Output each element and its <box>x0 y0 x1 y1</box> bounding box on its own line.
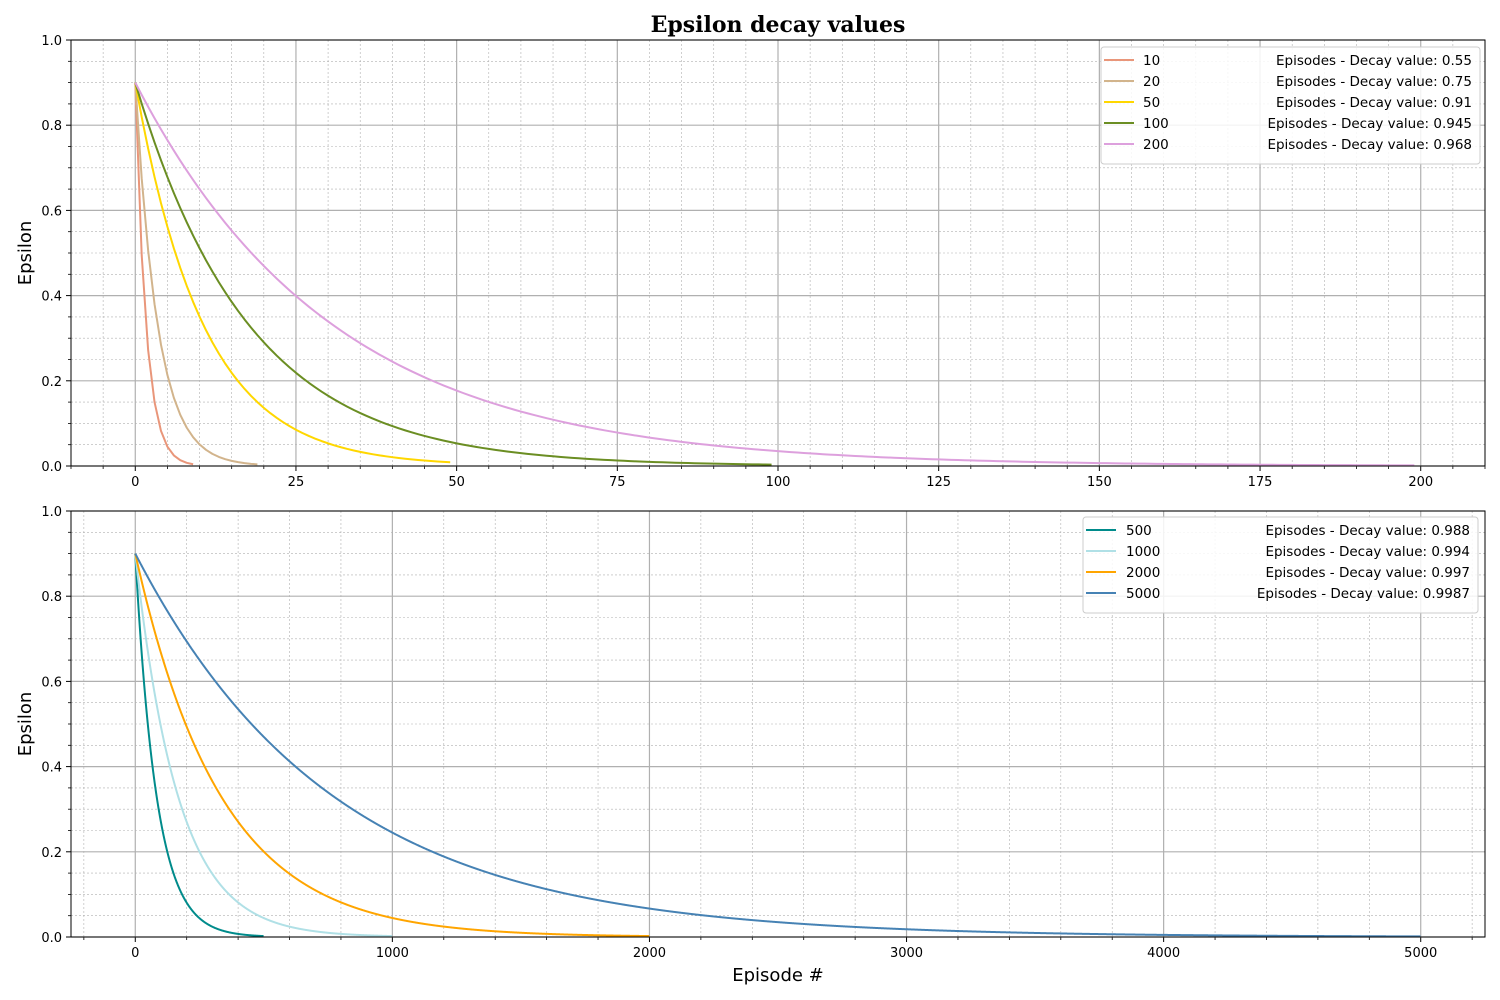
legend-entry-name: 20 <box>1143 74 1160 90</box>
x-tick-label: 75 <box>609 475 626 490</box>
bottom-chart: 0 1000 2000 3000 4000 5000 0.0 0.2 0.4 0.6 0.8 1.0 E… <box>15 505 1486 986</box>
x-axis-label: Episode # <box>732 965 824 986</box>
legend-entry-label: Episodes - Decay value: 0.91 <box>1276 95 1472 111</box>
y-tick-label: 0.8 <box>41 590 62 605</box>
series-line-500 <box>134 553 265 938</box>
legend-entry-name: 10 <box>1143 53 1160 69</box>
x-tick-label: 175 <box>1248 475 1273 490</box>
series-line-20 <box>134 82 258 466</box>
legend-entry-label: Episodes - Decay value: 0.968 <box>1267 137 1472 153</box>
legend-entry-name: 5000 <box>1126 586 1160 602</box>
x-tick-label: 2000 <box>633 946 666 961</box>
x-tick-label: 50 <box>448 475 465 490</box>
y-tick-label: 0.2 <box>41 375 62 390</box>
legend-entry-label: Episodes - Decay value: 0.997 <box>1265 565 1470 581</box>
y-tick-label: 0.4 <box>41 761 62 776</box>
series-line-50 <box>134 82 451 464</box>
y-axis-label: Epsilon <box>15 692 36 757</box>
x-tick-label: 4000 <box>1147 946 1180 961</box>
series-line-100 <box>134 82 772 466</box>
y-tick-label: 0.8 <box>41 119 62 134</box>
series-line-200 <box>134 82 1415 467</box>
y-tick-label: 1.0 <box>41 505 62 520</box>
x-tick-label: 100 <box>766 475 791 490</box>
legend-entry-label: Episodes - Decay value: 0.994 <box>1265 544 1470 560</box>
x-tick-label: 150 <box>1087 475 1112 490</box>
y-tick-label: 0.0 <box>41 931 62 946</box>
x-tick-label: 0 <box>131 946 139 961</box>
x-tick-label: 25 <box>288 475 305 490</box>
legend-entry-name: 100 <box>1143 116 1169 132</box>
y-axis-label: Epsilon <box>15 221 36 286</box>
x-tick-label: 3000 <box>890 946 923 961</box>
legend-entry-label: Episodes - Decay value: 0.75 <box>1276 74 1472 90</box>
series-line-10 <box>134 82 194 466</box>
legend-entry-name: 1000 <box>1126 544 1160 560</box>
y-tick-label: 0.4 <box>41 290 62 305</box>
legend-entry-label: Episodes - Decay value: 0.55 <box>1276 53 1472 69</box>
x-tick-label: 0 <box>131 475 139 490</box>
series-line-2000 <box>134 553 650 938</box>
axes-frame <box>70 510 1486 938</box>
top-chart: 0 25 50 75 100 125 150 175 200 0.0 0.2 0.4 0.6 0.8 1.0… <box>15 34 1486 490</box>
y-tick-label: 0.6 <box>41 675 62 690</box>
legend-entry-name: 500 <box>1126 523 1152 539</box>
axes-frame <box>70 39 1486 467</box>
legend: 500 Episodes - Decay value: 0.988 1000 Epis… <box>1082 516 1479 614</box>
legend-entry-name: 50 <box>1143 95 1160 111</box>
legend-entry-name: 2000 <box>1126 565 1160 581</box>
legend-entry-label: Episodes - Decay value: 0.9987 <box>1257 586 1470 602</box>
x-tick-label: 1000 <box>376 946 409 961</box>
figure-title: Epsilon decay values <box>651 12 906 38</box>
legend: 10 Episodes - Decay value: 0.55 20 Episodes… <box>1100 46 1481 165</box>
minor-grid <box>71 511 1485 937</box>
y-tick-label: 0.0 <box>41 460 62 475</box>
y-tick-label: 0.2 <box>41 846 62 861</box>
x-tick-label: 125 <box>926 475 951 490</box>
legend-box <box>1082 516 1479 614</box>
legend-box <box>1100 46 1481 165</box>
series-line-5000 <box>134 553 1422 938</box>
legend-entry-label: Episodes - Decay value: 0.945 <box>1267 116 1472 132</box>
x-tick-label: 5000 <box>1404 946 1437 961</box>
series-line-1000 <box>134 553 393 938</box>
legend-entry-label: Episodes - Decay value: 0.988 <box>1265 523 1470 539</box>
x-tick-label: 200 <box>1408 475 1433 490</box>
legend-entry-name: 200 <box>1143 137 1169 153</box>
y-tick-label: 1.0 <box>41 34 62 49</box>
minor-grid <box>70 40 1486 466</box>
y-tick-label: 0.6 <box>41 204 62 219</box>
